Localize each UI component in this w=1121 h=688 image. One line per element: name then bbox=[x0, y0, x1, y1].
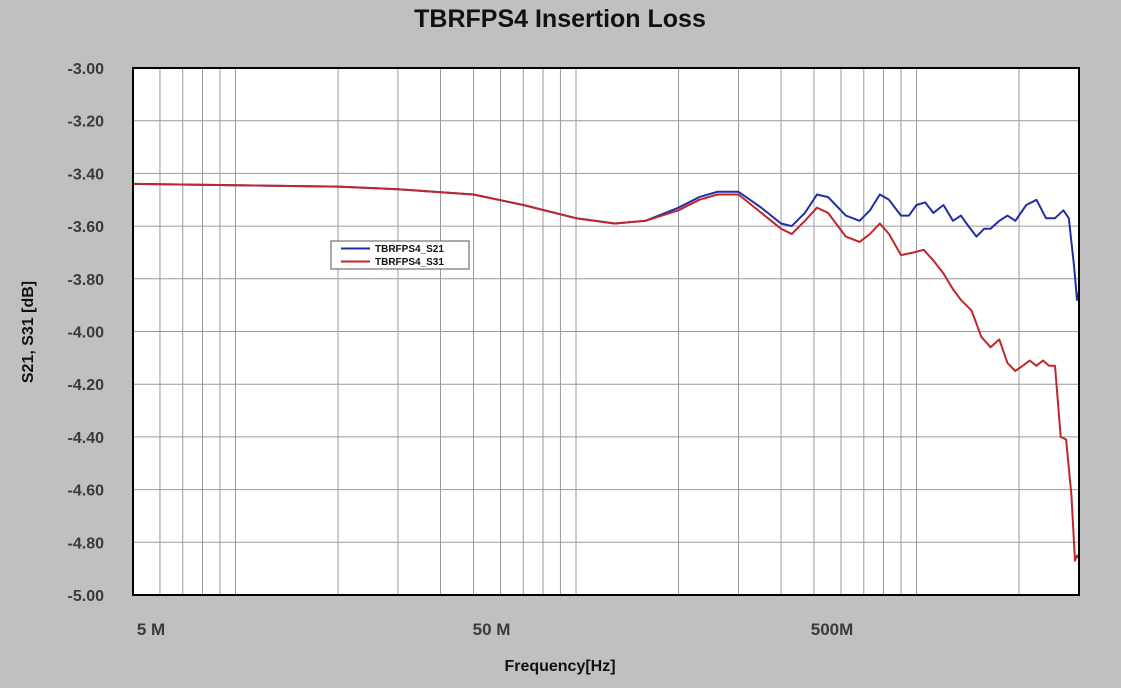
y-tick-label: -4.60 bbox=[68, 483, 105, 500]
legend-label-s21: TBRFPS4_S21 bbox=[375, 244, 444, 255]
series-line-tbrfps4-s31 bbox=[132, 182, 1080, 562]
y-tick-label: -4.80 bbox=[68, 535, 105, 552]
legend: TBRFPS4_S21 TBRFPS4_S31 bbox=[330, 240, 470, 270]
series-layer bbox=[132, 182, 1080, 562]
y-axis-label: S21, S31 [dB] bbox=[20, 281, 37, 383]
y-tick-label: -5.00 bbox=[68, 588, 105, 605]
y-tick-label: -3.80 bbox=[68, 272, 105, 289]
plot-border bbox=[132, 67, 1080, 596]
y-tick-label: -3.00 bbox=[68, 61, 105, 78]
y-tick-label: -4.00 bbox=[68, 325, 105, 342]
x-tick-labels: 5 M 50 M 500M bbox=[137, 620, 853, 639]
legend-label-s31: TBRFPS4_S31 bbox=[375, 257, 444, 268]
grid-lines bbox=[133, 67, 1079, 596]
legend-box bbox=[330, 240, 470, 270]
chart-title: TBRFPS4 Insertion Loss bbox=[414, 5, 706, 33]
y-tick-label: -3.60 bbox=[68, 219, 105, 236]
y-tick-label: -4.40 bbox=[68, 430, 105, 447]
y-tick-label: -3.20 bbox=[68, 114, 105, 131]
x-tick-label: 5 M bbox=[137, 620, 165, 639]
y-tick-label: -3.40 bbox=[68, 166, 105, 183]
x-axis-label: Frequency[Hz] bbox=[504, 658, 615, 675]
x-tick-label: 50 M bbox=[473, 620, 511, 639]
x-tick-label: 500M bbox=[811, 620, 854, 639]
y-tick-labels: -3.00 -3.20 -3.40 -3.60 -3.80 -4.00 -4.20 -4.40… bbox=[68, 61, 105, 605]
y-tick-label: -4.20 bbox=[68, 377, 105, 394]
